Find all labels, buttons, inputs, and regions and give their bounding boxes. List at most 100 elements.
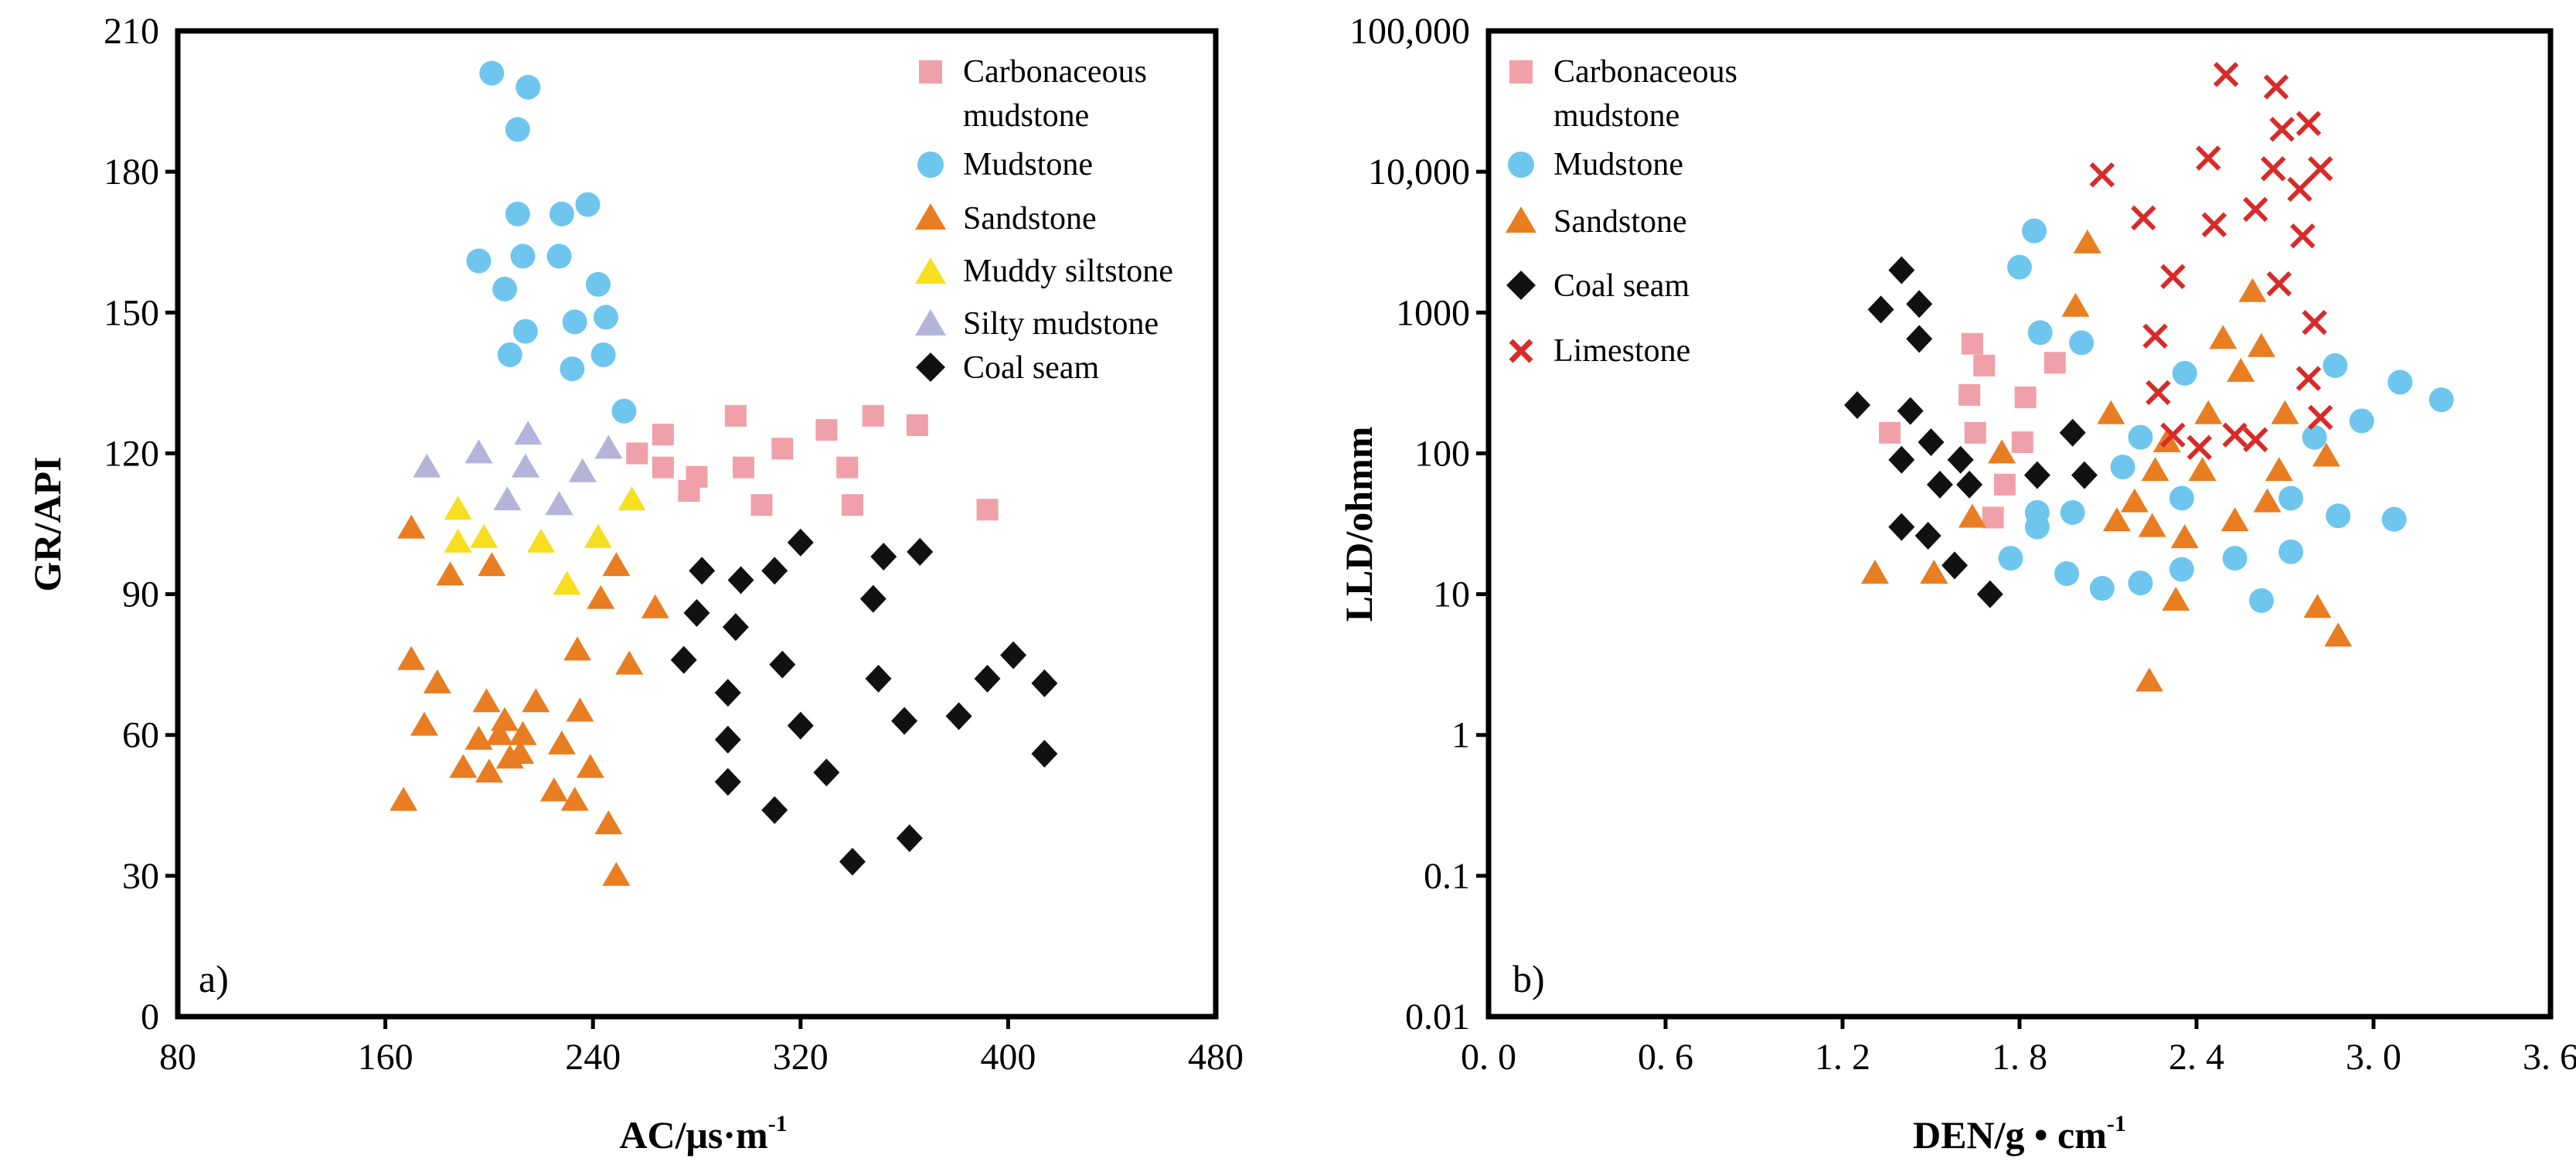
data-point-sandstone	[594, 810, 623, 835]
data-point-limestone	[2290, 223, 2316, 249]
data-point-coal-seam	[714, 768, 741, 796]
data-point-sandstone	[397, 646, 426, 670]
legend-label-silty-mudstone: Silty mudstone	[963, 306, 1159, 342]
data-point-mudstone	[2387, 370, 2413, 395]
data-point-sandstone	[1958, 503, 1986, 528]
data-point-silty-mudstone	[594, 434, 623, 459]
data-point-coal-seam	[1888, 445, 1915, 474]
data-point-coal-seam	[2023, 461, 2050, 489]
data-point-coal-seam	[1897, 397, 1924, 425]
data-point-mudstone	[585, 271, 611, 297]
panel-a-y-tick-label: 120	[104, 433, 159, 474]
data-point-coal-seam	[761, 557, 788, 585]
data-point-mudstone	[2027, 320, 2053, 346]
legend-marker-silty-mudstone	[915, 309, 946, 336]
data-point-sandstone	[2209, 325, 2237, 349]
data-point-mudstone	[2024, 514, 2050, 540]
panel-b-y-tick-label: 1	[1451, 715, 1470, 756]
data-point-sandstone	[2324, 622, 2353, 647]
data-point-sandstone	[436, 561, 464, 586]
data-point-mudstone	[2428, 387, 2454, 413]
legend-label-limestone: Limestone	[1553, 333, 1690, 369]
data-point-coal-seam	[896, 824, 923, 853]
data-point-coal-seam	[870, 543, 897, 571]
legend-label-sandstone: Sandstone	[1553, 204, 1687, 240]
data-point-carbonaceous-mudstone	[652, 456, 674, 479]
panel-b-y-ticks: 0.01 0.1 1 10 100 1000 10,000 100,000	[1349, 11, 1489, 1037]
data-point-carbonaceous-mudstone	[836, 456, 859, 479]
data-point-carbonaceous-mudstone	[626, 442, 648, 465]
data-point-limestone	[2263, 74, 2289, 100]
panel-a-y-ticks: 0 30 60 90 120 150 180 210	[104, 11, 178, 1037]
data-point-coal-seam	[1956, 470, 1983, 499]
data-point-sandstone	[602, 861, 631, 886]
panel-a-series-carbonaceous-mudstone	[626, 404, 999, 521]
panel-a-y-tick-label: 150	[104, 292, 159, 333]
data-point-coal-seam	[1888, 513, 1915, 541]
data-point-coal-seam	[727, 566, 754, 595]
data-point-sandstone	[2238, 278, 2267, 302]
panel-b-y-tick-label: 10,000	[1368, 152, 1470, 192]
panel-a-y-tick-label: 180	[104, 152, 159, 192]
panel-a-data-points	[390, 60, 1058, 886]
panel-b-y-axis-title: LLD/ohmm	[1337, 427, 1380, 622]
data-point-silty-mudstone	[545, 491, 573, 516]
data-point-coal-seam	[1906, 325, 1933, 353]
data-point-coal-seam	[769, 650, 796, 679]
data-point-carbonaceous-mudstone	[906, 414, 928, 436]
data-point-coal-seam	[689, 557, 716, 585]
data-point-coal-seam	[813, 758, 840, 787]
data-point-mudstone	[2169, 557, 2194, 582]
data-point-sandstone	[2188, 457, 2217, 482]
data-point-sandstone	[1920, 559, 1948, 584]
data-point-limestone	[2260, 156, 2286, 182]
data-point-carbonaceous-mudstone	[2014, 386, 2037, 408]
data-point-sandstone	[2227, 357, 2255, 382]
panel-b-series-coal-seam	[1844, 256, 2098, 608]
data-point-mudstone	[2278, 539, 2304, 564]
data-point-muddy-siltstone	[444, 528, 472, 553]
panel-a-series-coal-seam	[670, 528, 1058, 876]
data-point-sandstone	[2247, 332, 2275, 357]
data-point-mudstone	[2222, 546, 2248, 571]
data-point-mudstone	[2381, 506, 2407, 532]
data-point-mudstone	[2060, 499, 2085, 525]
data-point-limestone	[2287, 176, 2312, 203]
data-point-mudstone	[611, 398, 637, 424]
data-point-sandstone	[464, 725, 493, 750]
panel-b-x-axis-title: DEN/g • cm-1	[1913, 1111, 2126, 1157]
data-point-limestone	[2308, 156, 2333, 182]
panel-b-series-sandstone	[1860, 229, 2353, 692]
panel-b-x-tick-label: 0. 6	[1638, 1037, 1693, 1078]
data-point-sandstone	[641, 594, 669, 618]
panel-a-legend: Carbonaceous mudstone Mudstone Sandstone…	[915, 54, 1173, 386]
data-point-mudstone	[2326, 503, 2351, 529]
data-point-carbonaceous-mudstone	[1961, 332, 1983, 355]
data-point-mudstone	[1998, 546, 2023, 571]
data-point-limestone	[2308, 404, 2333, 431]
legend-marker-carbonaceous-mudstone	[1509, 60, 1533, 83]
data-point-mudstone	[560, 356, 585, 382]
panel-a-chart: 80 160 240 320 400 480 0 30 60 90 120 150 180 210 Ca…	[26, 11, 1244, 1157]
panel-b-x-ticks: 0. 0 0. 6 1. 2 1. 8 2. 4 3. 0 3. 6	[1461, 1017, 2576, 1078]
panel-a-x-tick-label: 480	[1188, 1037, 1244, 1078]
data-point-carbonaceous-mudstone	[1982, 506, 2004, 529]
data-point-mudstone	[2110, 455, 2135, 480]
data-point-mudstone	[549, 201, 574, 227]
data-point-mudstone	[505, 117, 530, 142]
data-point-sandstone	[410, 711, 438, 736]
data-point-carbonaceous-mudstone	[771, 438, 794, 460]
data-point-mudstone	[505, 201, 530, 227]
data-point-sandstone	[2141, 457, 2169, 482]
legend-marker-sandstone	[1506, 206, 1536, 233]
data-point-carbonaceous-mudstone	[1958, 383, 1981, 406]
data-point-sandstone	[485, 721, 514, 745]
data-point-mudstone	[2007, 254, 2032, 280]
data-point-carbonaceous-mudstone	[976, 499, 999, 521]
data-point-coal-seam	[714, 679, 741, 707]
data-point-coal-seam	[1867, 295, 1894, 324]
data-point-sandstone	[563, 636, 592, 661]
data-point-limestone	[2186, 434, 2213, 461]
data-point-limestone	[2295, 366, 2322, 391]
